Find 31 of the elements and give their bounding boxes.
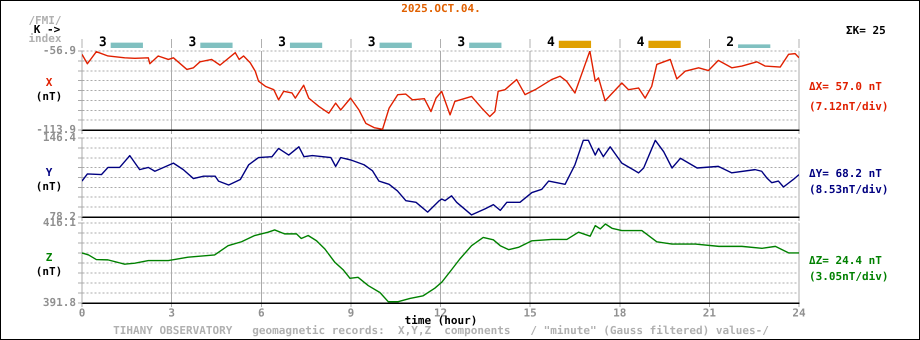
y-axis-title: Y (nT) bbox=[36, 166, 62, 193]
text: TIHANY OBSERVATORY geomagnetic records: X,Y,Z components / "minute" (Gauss filtered) values-/ bbox=[113, 324, 769, 337]
y-axis-title: X (nT) bbox=[36, 76, 62, 103]
text: (7.12nT/div) bbox=[809, 100, 888, 113]
data-label: 2 bbox=[726, 34, 734, 50]
text: ΣK= 25 bbox=[846, 24, 886, 37]
text: ΔX= 57.0 nT bbox=[809, 80, 882, 93]
x-tick-label: 6 bbox=[258, 306, 265, 320]
text: ΔZ= 24.4 nT bbox=[809, 254, 882, 267]
text: index bbox=[28, 32, 62, 45]
data-label: 3 bbox=[368, 34, 376, 50]
x-tick-label: 3 bbox=[168, 306, 175, 320]
data-label: 4 bbox=[636, 34, 645, 50]
text: (3.05nT/div) bbox=[809, 270, 888, 283]
data-label: 3 bbox=[188, 34, 196, 50]
x-tick-label: 0 bbox=[78, 306, 86, 320]
x-tick-label: 15 bbox=[524, 306, 537, 320]
data-label: 4 bbox=[546, 34, 555, 50]
text: ΔY= 68.2 nT bbox=[809, 167, 882, 180]
chart-title: 2025.OCT.04. bbox=[401, 2, 481, 15]
x-tick-label: 18 bbox=[613, 306, 626, 320]
x-tick-label: 9 bbox=[348, 306, 354, 320]
x-tick-label: 24 bbox=[792, 306, 806, 320]
x-tick-label: 21 bbox=[702, 306, 716, 320]
text: (8.53nT/div) bbox=[809, 183, 888, 196]
y-axis-title: Z (nT) bbox=[36, 251, 62, 278]
data-label: 3 bbox=[457, 34, 466, 50]
y-tick-label: 391.8 bbox=[42, 296, 76, 309]
data-label: 3 bbox=[98, 34, 107, 50]
data-label: 3 bbox=[278, 34, 286, 50]
y-tick-label: -56.9 bbox=[42, 44, 76, 57]
